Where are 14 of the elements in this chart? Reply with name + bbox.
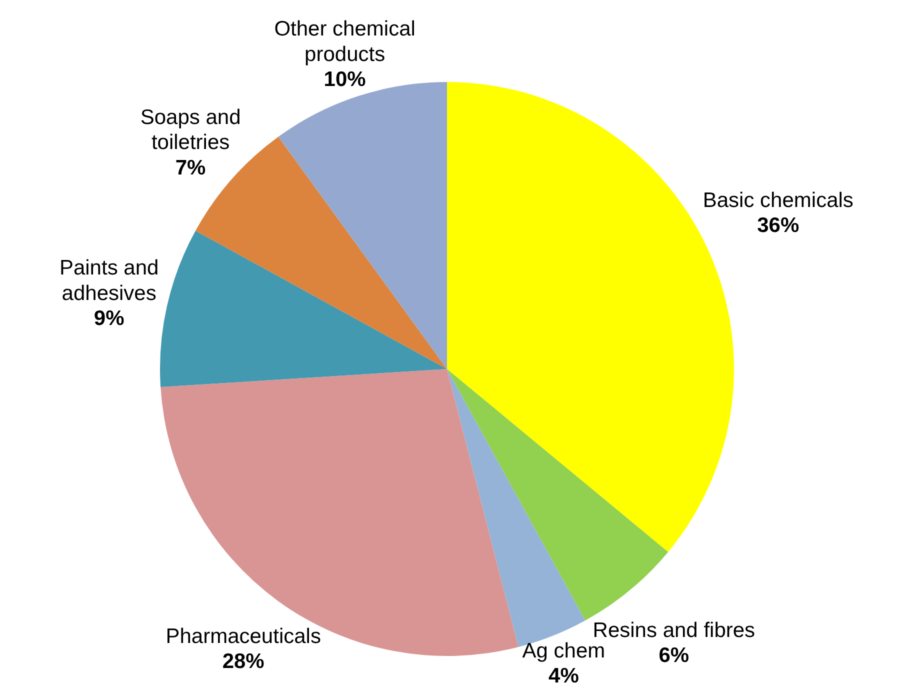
slice-label: Soaps and toiletries — [140, 106, 241, 154]
slice-label: Pharmaceuticals — [166, 625, 321, 648]
pie-slice — [160, 230, 447, 388]
data-label: 4% — [548, 664, 580, 688]
data-label: 6% — [658, 644, 690, 668]
data-label: 10% — [324, 68, 366, 92]
pie-slice — [447, 369, 668, 620]
data-label: 28% — [222, 650, 265, 674]
data-label: 36% — [757, 214, 800, 238]
slice-label: Other chemical products — [274, 18, 416, 66]
slice-label: Paints and adhesives — [59, 256, 159, 305]
data-label: 7% — [175, 156, 206, 180]
data-label: 9% — [94, 306, 125, 330]
slice-label: Basic chemicals — [702, 188, 854, 212]
